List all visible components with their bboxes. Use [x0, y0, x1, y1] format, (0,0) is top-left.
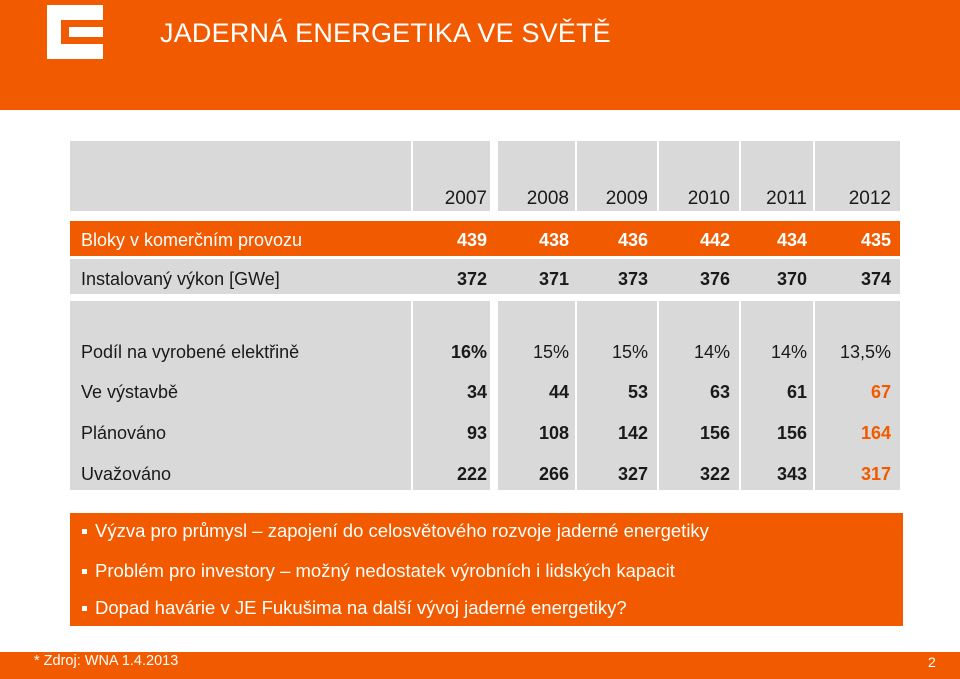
row-value: 16%: [450, 342, 487, 362]
bullet-text: Výzva pro průmysl – zapojení do celosvět…: [95, 520, 709, 541]
row-value: 61: [786, 382, 807, 402]
table-row-highlight: [70, 221, 900, 256]
row-value: 371: [538, 269, 569, 289]
row-value: 14%: [693, 342, 730, 362]
row-label: Instalovaný výkon [GWe]: [81, 269, 280, 289]
year-header: 2012: [848, 188, 891, 209]
table-header-year-cell: [815, 141, 900, 211]
table-header-year-cell: [577, 141, 657, 211]
row-value: 222: [456, 464, 487, 484]
table-value-column: [659, 301, 739, 490]
row-label: Plánováno: [81, 423, 167, 443]
row-value: 442: [699, 230, 730, 250]
page-number: 2: [928, 654, 936, 670]
row-value-highlight: 164: [860, 423, 891, 443]
bullet-box: Výzva pro průmysl – zapojení do celosvět…: [70, 513, 903, 626]
table-value-column: [741, 301, 813, 490]
table-header-year-cell: [741, 141, 813, 211]
bullet-text: Dopad havárie v JE Fukušima na další výv…: [95, 597, 627, 618]
row-value: 156: [699, 423, 730, 443]
row-value: 322: [699, 464, 730, 484]
table-header-year-cell: [498, 141, 575, 211]
row-value: 266: [538, 464, 569, 484]
row-value: 15%: [532, 342, 569, 362]
year-header: 2007: [444, 188, 487, 209]
row-label: Uvažováno: [81, 464, 172, 484]
table-header-year-cell: [413, 141, 490, 211]
year-header: 2009: [605, 188, 648, 209]
year-header: 2010: [687, 188, 730, 209]
bullet-item: Dopad havárie v JE Fukušima na další výv…: [82, 595, 627, 621]
table-label-block: [70, 301, 411, 490]
cez-logo-icon: [47, 5, 103, 59]
table-header-year-cell: [659, 141, 739, 211]
table-value-column: [498, 301, 575, 490]
bullet-square-icon: [82, 605, 87, 611]
bullet-item: Výzva pro průmysl – zapojení do celosvět…: [82, 518, 709, 544]
row-value-highlight: 67: [870, 382, 891, 402]
row-value: 372: [456, 269, 487, 289]
row-label: Bloky v komerčním provozu: [81, 230, 303, 250]
row-value: 376: [699, 269, 730, 289]
row-value-highlight: 317: [860, 464, 891, 484]
header-bar: JADERNÁ ENERGETIKA VE SVĚTĚ: [0, 0, 960, 110]
row-label: Ve výstavbě: [81, 382, 179, 402]
row-value: 436: [617, 230, 648, 250]
row-value: 14%: [770, 342, 807, 362]
row-value: 374: [860, 269, 891, 289]
source-note: * Zdroj: WNA 1.4.2013: [34, 653, 179, 669]
table-value-column: [577, 301, 657, 490]
year-header: 2011: [766, 188, 807, 209]
statistics-table: 2007 2008 2009 2010 2011 2012 Bloky v ko…: [70, 141, 900, 490]
row-value: 343: [776, 464, 807, 484]
bullet-square-icon: [82, 568, 87, 574]
row-value: 142: [617, 423, 648, 443]
row-value: 327: [617, 464, 648, 484]
row-value: 34: [466, 382, 487, 402]
bullet-square-icon: [82, 528, 87, 534]
bullet-item: Problém pro investory – možný nedostatek…: [82, 558, 675, 584]
table-header-label-cell: [70, 141, 411, 211]
row-value: 438: [538, 230, 569, 250]
bullet-text: Problém pro investory – možný nedostatek…: [95, 560, 675, 581]
slide-title: JADERNÁ ENERGETIKA VE SVĚTĚ: [160, 18, 612, 48]
row-value: 439: [456, 230, 487, 250]
row-value: 53: [627, 382, 648, 402]
row-value: 370: [776, 269, 807, 289]
row-value: 63: [709, 382, 730, 402]
footer-bar: [0, 652, 960, 679]
row-value: 373: [617, 269, 648, 289]
row-value: 15%: [611, 342, 648, 362]
row-value: 93: [466, 423, 487, 443]
row-value: 13,5%: [839, 342, 891, 362]
table-value-column: [815, 301, 900, 490]
row-value: 435: [860, 230, 891, 250]
row-value: 434: [776, 230, 807, 250]
row-label: Podíl na vyrobené elektřině: [81, 342, 300, 362]
table-row: [70, 259, 900, 294]
table-value-column: [413, 301, 490, 490]
row-value: 108: [538, 423, 569, 443]
year-header: 2008: [526, 188, 569, 209]
row-value: 44: [548, 382, 569, 402]
row-value: 156: [776, 423, 807, 443]
